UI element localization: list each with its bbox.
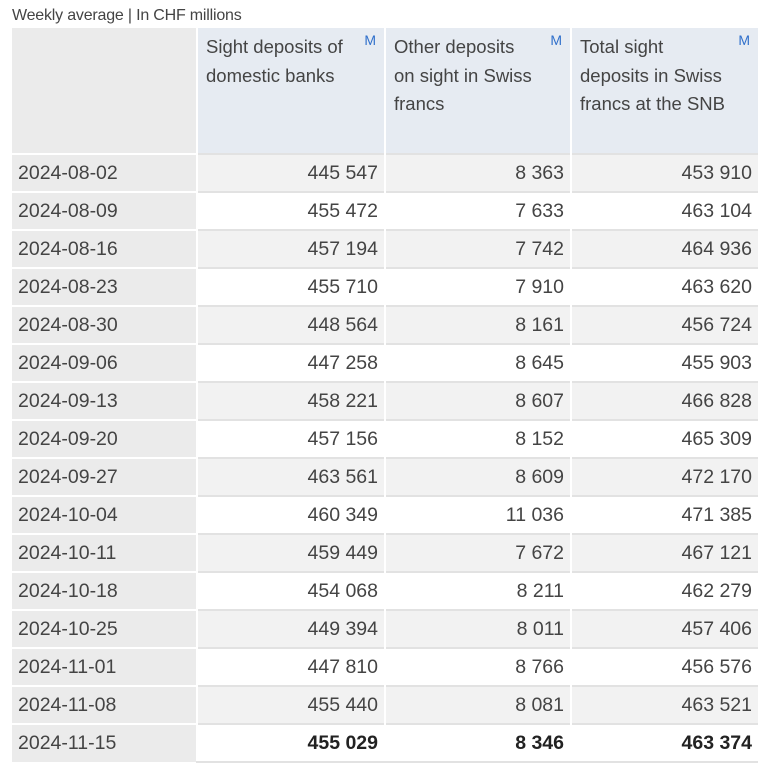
value-cell: 8 766 bbox=[384, 647, 571, 686]
header-sight-deposits-domestic-banks: Sight deposits of domestic banks M bbox=[196, 28, 385, 154]
date-cell: 2024-08-30 bbox=[12, 305, 197, 344]
date-cell: 2024-08-09 bbox=[12, 191, 197, 230]
value-cell: 8 161 bbox=[384, 305, 571, 344]
value-cell: 462 279 bbox=[570, 571, 758, 610]
value-cell: 8 346 bbox=[384, 723, 571, 763]
table-row: 2024-08-30 448 564 8 161 456 724 bbox=[12, 305, 758, 344]
value-cell: 463 521 bbox=[570, 685, 758, 724]
date-cell: 2024-09-20 bbox=[12, 419, 197, 458]
table-row: 2024-09-20 457 156 8 152 465 309 bbox=[12, 419, 758, 458]
value-cell: 455 903 bbox=[570, 343, 758, 382]
value-cell: 463 104 bbox=[570, 191, 758, 230]
column-label: Total sight deposits in Swiss francs at … bbox=[580, 36, 725, 114]
header-total-sight-deposits: Total sight deposits in Swiss francs at … bbox=[570, 28, 758, 154]
value-cell: 455 029 bbox=[196, 723, 385, 763]
table-row: 2024-08-09 455 472 7 633 463 104 bbox=[12, 191, 758, 230]
table-row: 2024-10-04 460 349 11 036 471 385 bbox=[12, 495, 758, 534]
value-cell: 8 011 bbox=[384, 609, 571, 648]
date-cell: 2024-10-25 bbox=[12, 609, 197, 648]
table-row: 2024-10-11 459 449 7 672 467 121 bbox=[12, 533, 758, 572]
value-cell: 465 309 bbox=[570, 419, 758, 458]
table-row: 2024-08-16 457 194 7 742 464 936 bbox=[12, 229, 758, 268]
value-cell: 472 170 bbox=[570, 457, 758, 496]
value-cell: 457 406 bbox=[570, 609, 758, 648]
metadata-link[interactable]: M bbox=[364, 32, 376, 48]
value-cell: 447 810 bbox=[196, 647, 385, 686]
date-cell: 2024-09-13 bbox=[12, 381, 197, 420]
table-row: 2024-09-27 463 561 8 609 472 170 bbox=[12, 457, 758, 496]
value-cell: 456 724 bbox=[570, 305, 758, 344]
value-cell: 11 036 bbox=[384, 495, 571, 534]
value-cell: 7 742 bbox=[384, 229, 571, 268]
value-cell: 455 710 bbox=[196, 267, 385, 306]
metadata-link[interactable]: M bbox=[550, 32, 562, 48]
header-row: Sight deposits of domestic banks M Other… bbox=[12, 28, 758, 154]
date-cell: 2024-10-11 bbox=[12, 533, 197, 572]
value-cell: 8 607 bbox=[384, 381, 571, 420]
column-label: Other deposits on sight in Swiss francs bbox=[394, 36, 532, 114]
value-cell: 8 152 bbox=[384, 419, 571, 458]
header-other-deposits: Other deposits on sight in Swiss francs … bbox=[384, 28, 571, 154]
table-row: 2024-11-08 455 440 8 081 463 521 bbox=[12, 685, 758, 724]
value-cell: 467 121 bbox=[570, 533, 758, 572]
value-cell: 448 564 bbox=[196, 305, 385, 344]
table-row: 2024-09-06 447 258 8 645 455 903 bbox=[12, 343, 758, 382]
date-cell: 2024-08-16 bbox=[12, 229, 197, 268]
table-row: 2024-08-23 455 710 7 910 463 620 bbox=[12, 267, 758, 306]
value-cell: 7 910 bbox=[384, 267, 571, 306]
date-cell: 2024-09-27 bbox=[12, 457, 197, 496]
date-cell: 2024-10-04 bbox=[12, 495, 197, 534]
table-row: 2024-10-25 449 394 8 011 457 406 bbox=[12, 609, 758, 648]
table-row: 2024-09-13 458 221 8 607 466 828 bbox=[12, 381, 758, 420]
date-cell: 2024-11-15 bbox=[12, 723, 197, 762]
table-row: 2024-10-18 454 068 8 211 462 279 bbox=[12, 571, 758, 610]
value-cell: 457 156 bbox=[196, 419, 385, 458]
table-row: 2024-11-15 455 029 8 346 463 374 bbox=[12, 723, 758, 763]
value-cell: 7 633 bbox=[384, 191, 571, 230]
value-cell: 464 936 bbox=[570, 229, 758, 268]
date-cell: 2024-08-23 bbox=[12, 267, 197, 306]
table-row: 2024-11-01 447 810 8 766 456 576 bbox=[12, 647, 758, 686]
date-cell: 2024-11-08 bbox=[12, 685, 197, 724]
value-cell: 8 363 bbox=[384, 153, 571, 192]
table-row: 2024-08-02 445 547 8 363 453 910 bbox=[12, 153, 758, 192]
date-cell: 2024-10-18 bbox=[12, 571, 197, 610]
value-cell: 463 561 bbox=[196, 457, 385, 496]
value-cell: 7 672 bbox=[384, 533, 571, 572]
value-cell: 8 081 bbox=[384, 685, 571, 724]
value-cell: 8 211 bbox=[384, 571, 571, 610]
date-cell: 2024-08-02 bbox=[12, 153, 197, 192]
value-cell: 460 349 bbox=[196, 495, 385, 534]
header-date-cell bbox=[12, 28, 197, 154]
value-cell: 458 221 bbox=[196, 381, 385, 420]
value-cell: 463 374 bbox=[570, 723, 758, 763]
value-cell: 466 828 bbox=[570, 381, 758, 420]
table-caption: Weekly average | In CHF millions bbox=[12, 7, 242, 24]
value-cell: 455 472 bbox=[196, 191, 385, 230]
value-cell: 8 609 bbox=[384, 457, 571, 496]
value-cell: 453 910 bbox=[570, 153, 758, 192]
metadata-link[interactable]: M bbox=[738, 32, 750, 48]
value-cell: 471 385 bbox=[570, 495, 758, 534]
value-cell: 455 440 bbox=[196, 685, 385, 724]
value-cell: 459 449 bbox=[196, 533, 385, 572]
value-cell: 447 258 bbox=[196, 343, 385, 382]
date-cell: 2024-09-06 bbox=[12, 343, 197, 382]
column-label: Sight deposits of domestic banks bbox=[206, 36, 343, 86]
value-cell: 457 194 bbox=[196, 229, 385, 268]
value-cell: 463 620 bbox=[570, 267, 758, 306]
sight-deposits-table: Sight deposits of domestic banks M Other… bbox=[12, 28, 758, 763]
value-cell: 449 394 bbox=[196, 609, 385, 648]
value-cell: 445 547 bbox=[196, 153, 385, 192]
value-cell: 456 576 bbox=[570, 647, 758, 686]
value-cell: 454 068 bbox=[196, 571, 385, 610]
date-cell: 2024-11-01 bbox=[12, 647, 197, 686]
value-cell: 8 645 bbox=[384, 343, 571, 382]
